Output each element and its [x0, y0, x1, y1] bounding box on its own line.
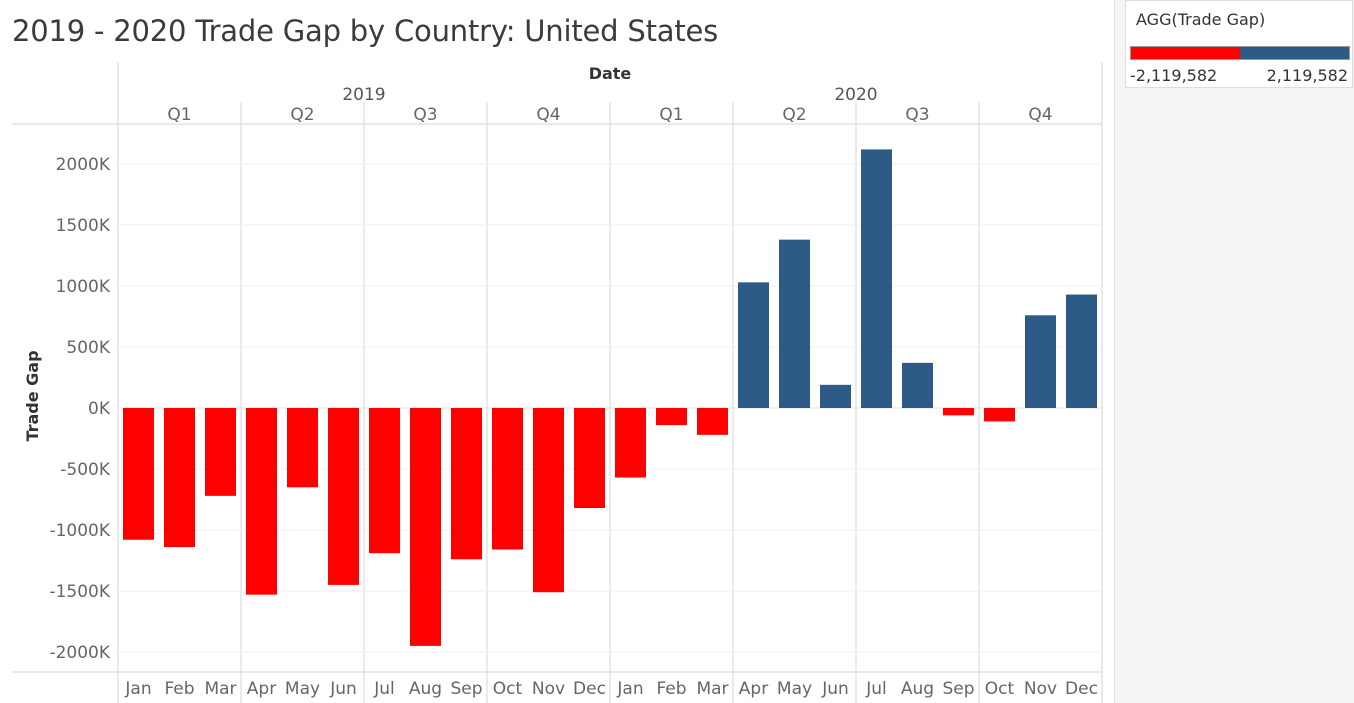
bar-nov	[533, 408, 564, 593]
x-tick-label: Jul	[373, 679, 395, 699]
x-tick-label: Mar	[696, 679, 728, 699]
y-tick-label: 1000K	[56, 277, 111, 297]
legend-max-label: 2,119,582	[1266, 66, 1348, 85]
x-tick-label: Oct	[493, 679, 523, 699]
bar-oct	[984, 408, 1015, 422]
x-tick-label: Apr	[247, 679, 276, 699]
x-tick-label: May	[285, 679, 320, 699]
x-tick-label: Dec	[1065, 679, 1098, 699]
bar-mar	[205, 408, 236, 496]
bar-aug	[902, 362, 933, 408]
right-panel: AGG(Trade Gap) -2,119,582 2,119,582	[1114, 0, 1354, 703]
x-tick-label: Jan	[124, 679, 151, 699]
x-tick-label: Jun	[821, 679, 849, 699]
color-legend[interactable]: AGG(Trade Gap) -2,119,582 2,119,582	[1125, 0, 1353, 88]
x-tick-label: Sep	[942, 679, 974, 699]
x-tick-label: Feb	[656, 679, 686, 699]
bar-oct	[492, 408, 523, 550]
y-tick-label: -500K	[60, 460, 111, 480]
quarter-label: Q3	[905, 105, 929, 125]
quarter-label: Q1	[659, 105, 683, 125]
x-tick-label: Oct	[985, 679, 1015, 699]
year-label: 2020	[834, 85, 877, 105]
legend-positive-swatch	[1240, 47, 1349, 59]
bar-feb	[656, 408, 687, 426]
y-axis-title: Trade Gap	[23, 350, 42, 441]
x-tick-label: Sep	[450, 679, 482, 699]
x-tick-label: Nov	[1024, 679, 1057, 699]
x-tick-label: Jul	[865, 679, 887, 699]
year-label: 2019	[342, 85, 385, 105]
bar-dec	[574, 408, 605, 509]
x-tick-label: May	[777, 679, 812, 699]
bar-jul	[369, 408, 400, 554]
quarter-label: Q2	[782, 105, 806, 125]
legend-min-label: -2,119,582	[1130, 66, 1218, 85]
x-tick-label: Dec	[573, 679, 606, 699]
x-tick-label: Aug	[409, 679, 442, 699]
bar-jul	[861, 149, 892, 408]
bar-nov	[1025, 315, 1056, 408]
quarter-label: Q4	[1028, 105, 1052, 125]
y-tick-label: -2000K	[49, 643, 110, 663]
x-tick-label: Jan	[616, 679, 643, 699]
y-tick-label: -1500K	[49, 582, 110, 602]
quarter-label: Q1	[167, 105, 191, 125]
bar-dec	[1066, 294, 1097, 408]
bar-jan	[123, 408, 154, 540]
x-tick-label: Jun	[329, 679, 357, 699]
x-tick-label: Nov	[532, 679, 565, 699]
bar-jun	[328, 408, 359, 585]
bar-apr	[738, 282, 769, 408]
y-tick-label: 2000K	[56, 155, 111, 175]
x-tick-label: Mar	[204, 679, 236, 699]
legend-negative-swatch	[1131, 47, 1240, 59]
y-tick-label: -1000K	[49, 521, 110, 541]
y-tick-label: 1500K	[56, 216, 111, 236]
x-tick-label: Feb	[164, 679, 194, 699]
y-tick-label: 500K	[66, 338, 110, 358]
bar-jun	[820, 384, 851, 408]
column-header-date: Date	[589, 64, 632, 83]
bar-mar	[697, 408, 728, 435]
bar-chart: Date 2019 2020 Q1 Q2 Q3 Q4 Q1 Q2 Q3 Q4 2000K 1500K 10…	[12, 62, 1103, 703]
bar-may	[287, 408, 318, 488]
x-tick-label: Apr	[739, 679, 768, 699]
bar-sep	[451, 408, 482, 560]
legend-color-ramp	[1130, 46, 1350, 60]
bar-apr	[246, 408, 277, 595]
x-tick-label: Aug	[901, 679, 934, 699]
bar-may	[779, 239, 810, 408]
bar-feb	[164, 408, 195, 548]
quarter-label: Q3	[413, 105, 437, 125]
chart-title: 2019 - 2020 Trade Gap by Country: United…	[12, 14, 719, 48]
quarter-label: Q2	[290, 105, 314, 125]
y-tick-label: 0K	[88, 399, 111, 419]
quarter-label: Q4	[536, 105, 560, 125]
bar-jan	[615, 408, 646, 478]
legend-title: AGG(Trade Gap)	[1136, 10, 1266, 29]
bar-aug	[410, 408, 441, 646]
bar-sep	[943, 408, 974, 416]
